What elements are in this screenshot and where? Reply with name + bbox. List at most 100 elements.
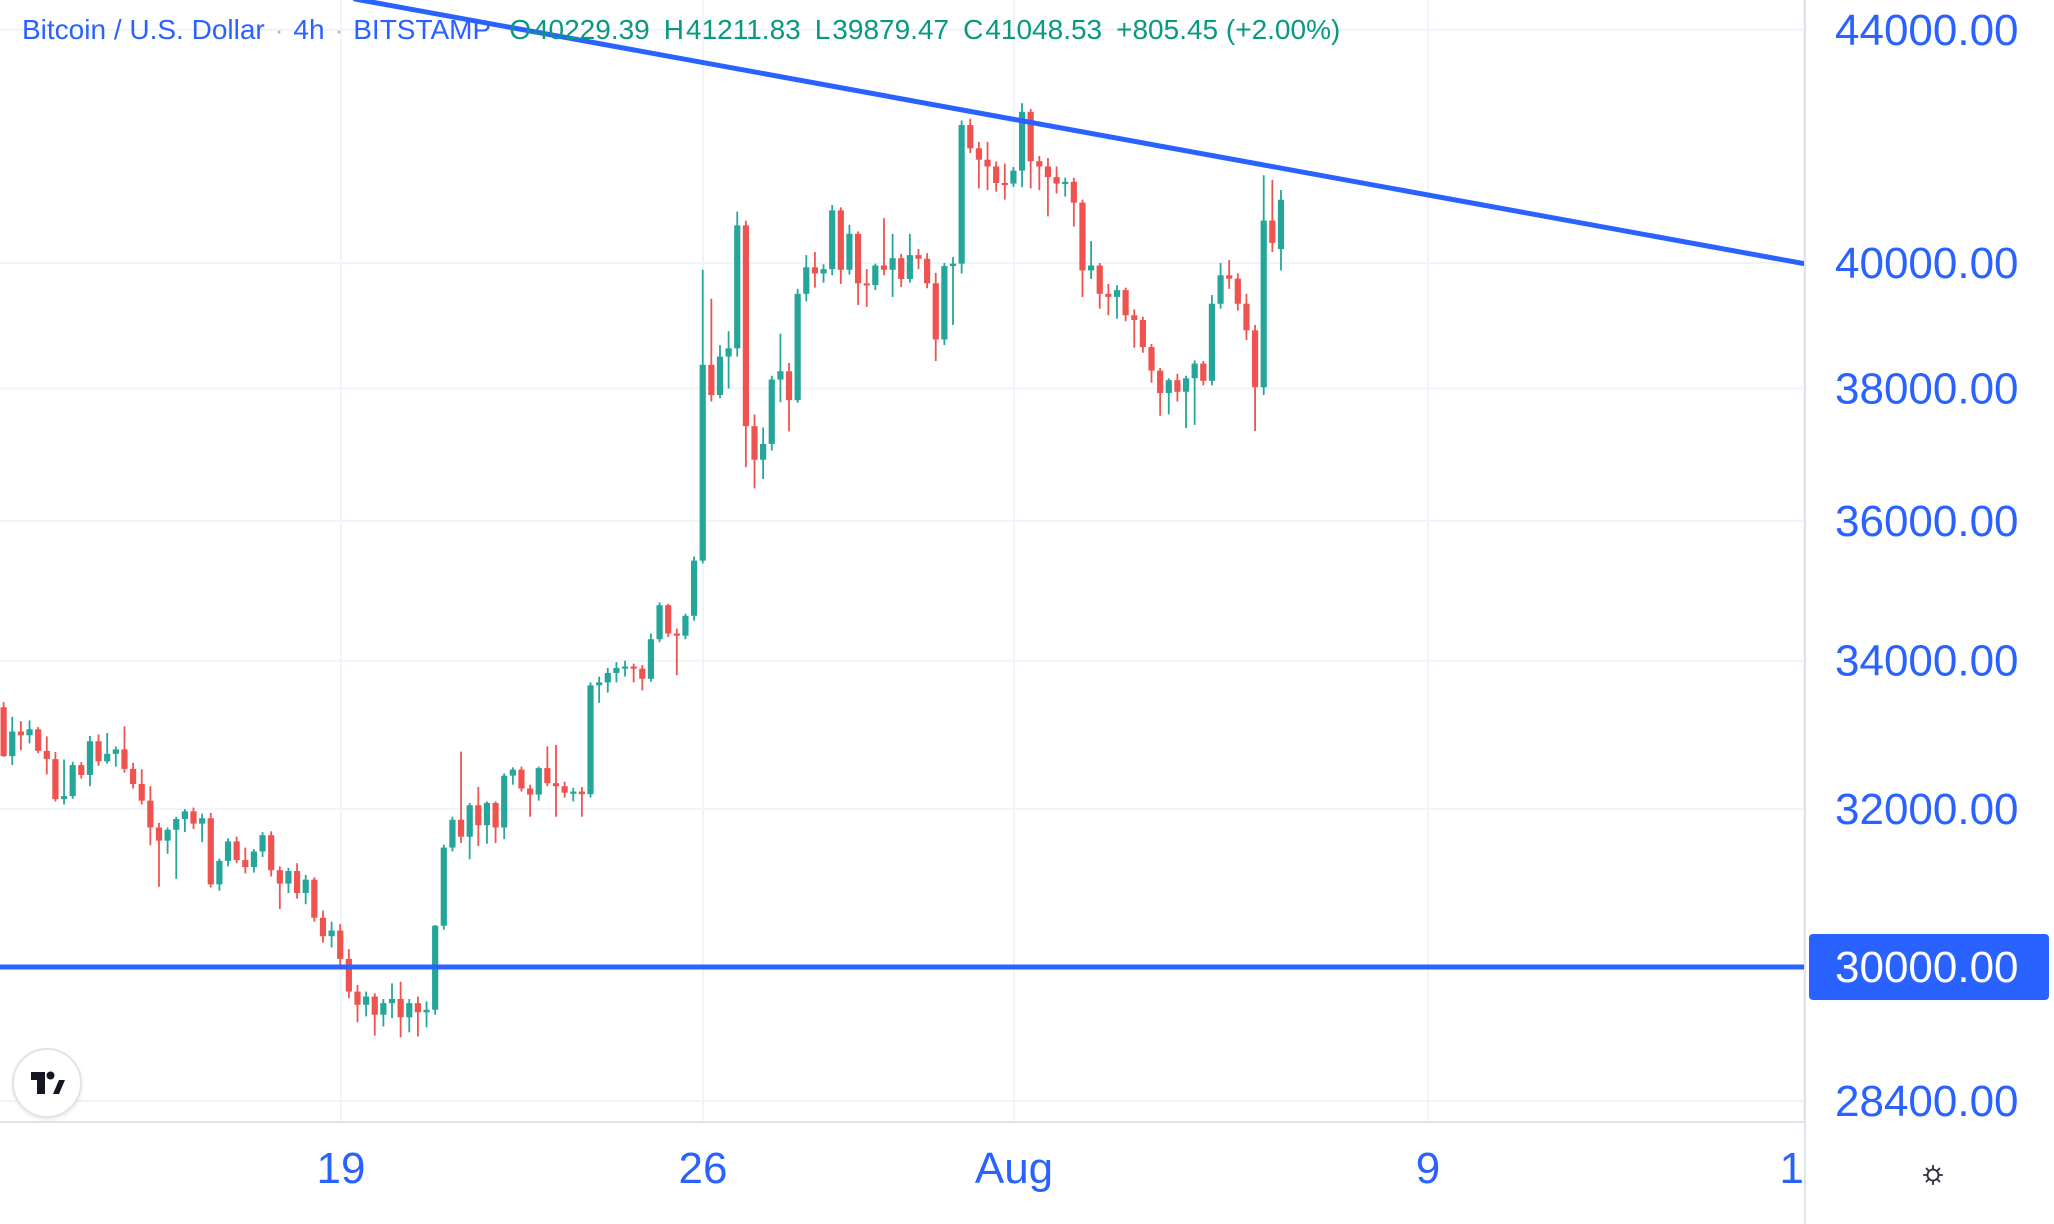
candle xyxy=(1260,175,1267,395)
candle xyxy=(621,660,629,677)
open-value: 40229.39 xyxy=(532,14,650,45)
time-axis-label: 19 xyxy=(317,1144,366,1193)
candle xyxy=(690,556,698,621)
interval-label[interactable]: 4h xyxy=(293,14,325,45)
candle xyxy=(1131,309,1138,348)
candle xyxy=(1018,103,1026,188)
candle xyxy=(293,863,301,899)
candle xyxy=(975,141,982,189)
candle xyxy=(492,801,499,843)
candle xyxy=(173,816,180,879)
candle xyxy=(26,720,33,744)
candle xyxy=(1182,375,1190,429)
time-axis[interactable]: 19 26 Aug 9 16 xyxy=(317,1144,1829,1193)
candle xyxy=(1217,263,1224,309)
horizontal-line-price-label[interactable] xyxy=(1809,933,2049,1000)
candle xyxy=(673,628,680,676)
candle xyxy=(578,786,585,817)
candle xyxy=(388,983,396,1019)
candle xyxy=(915,249,922,270)
candle xyxy=(1277,190,1285,271)
candle xyxy=(155,822,163,887)
candle xyxy=(1174,373,1181,402)
candle xyxy=(397,981,404,1038)
candle xyxy=(1243,293,1250,341)
candle xyxy=(924,253,931,289)
candle xyxy=(889,233,896,297)
candle xyxy=(630,663,637,683)
candle xyxy=(1208,295,1216,386)
candle xyxy=(311,877,318,922)
candle xyxy=(906,233,913,283)
candle xyxy=(587,682,594,798)
candle xyxy=(829,205,836,276)
exchange-label[interactable]: BITSTAMP xyxy=(353,14,492,45)
price-axis[interactable]: 44000.00 40000.00 38000.00 36000.00 34000.00… xyxy=(1809,6,2049,1126)
candle xyxy=(121,726,128,773)
candle xyxy=(708,298,715,402)
change-value: +805.45 (+2.00%) xyxy=(1116,14,1341,45)
candle xyxy=(250,849,258,873)
candle xyxy=(1139,316,1146,353)
candle xyxy=(1269,180,1276,253)
candle xyxy=(949,256,957,325)
candle xyxy=(984,141,991,191)
candle xyxy=(1226,259,1233,289)
candle xyxy=(95,734,102,766)
candle xyxy=(363,991,370,1017)
candle xyxy=(993,161,1000,192)
symbol-name[interactable]: Bitcoin / U.S. Dollar xyxy=(22,14,265,45)
low-label: L xyxy=(814,14,831,45)
candle xyxy=(872,263,879,291)
candle xyxy=(104,733,111,764)
price-axis-label-highlighted: 30000.00 xyxy=(1835,943,2019,992)
candle xyxy=(898,253,905,288)
candle xyxy=(682,613,689,640)
candle xyxy=(440,844,447,930)
gear-icon xyxy=(1922,1164,1944,1186)
tradingview-logo[interactable] xyxy=(12,1048,82,1118)
candle xyxy=(9,716,16,766)
candle xyxy=(466,802,473,860)
price-axis-label: 40000.00 xyxy=(1835,239,2019,288)
candle xyxy=(941,263,948,346)
candle xyxy=(475,786,482,847)
candle xyxy=(535,766,542,801)
time-axis-label: 16 xyxy=(1780,1144,1829,1193)
tradingview-logo-icon xyxy=(31,1071,65,1094)
candle xyxy=(1191,360,1198,425)
candle xyxy=(207,812,214,888)
candle xyxy=(932,272,939,362)
candle xyxy=(1105,283,1112,316)
candle xyxy=(328,921,335,948)
candle xyxy=(138,769,145,805)
candle xyxy=(1157,368,1164,416)
price-axis-label: 36000.00 xyxy=(1835,497,2019,546)
candle xyxy=(86,735,94,787)
candle xyxy=(285,867,292,894)
candle xyxy=(17,721,24,751)
settings-button[interactable] xyxy=(1914,1156,1952,1194)
candle xyxy=(1062,177,1069,197)
candle xyxy=(777,333,784,403)
candle xyxy=(794,288,801,403)
trendline[interactable] xyxy=(352,0,1806,267)
candle xyxy=(35,727,42,754)
candle xyxy=(276,866,283,909)
candle xyxy=(199,813,206,843)
candle xyxy=(751,414,758,489)
candle xyxy=(1122,287,1129,322)
candle xyxy=(647,633,655,682)
price-axis-label: 34000.00 xyxy=(1835,637,2019,686)
candle xyxy=(803,255,810,302)
legend-separator-2: · xyxy=(334,15,344,45)
candle xyxy=(596,676,603,703)
candle xyxy=(820,264,827,283)
candle xyxy=(725,331,732,389)
candle xyxy=(380,999,387,1027)
candle xyxy=(768,375,775,451)
candle xyxy=(259,832,266,857)
candle xyxy=(1010,167,1017,187)
